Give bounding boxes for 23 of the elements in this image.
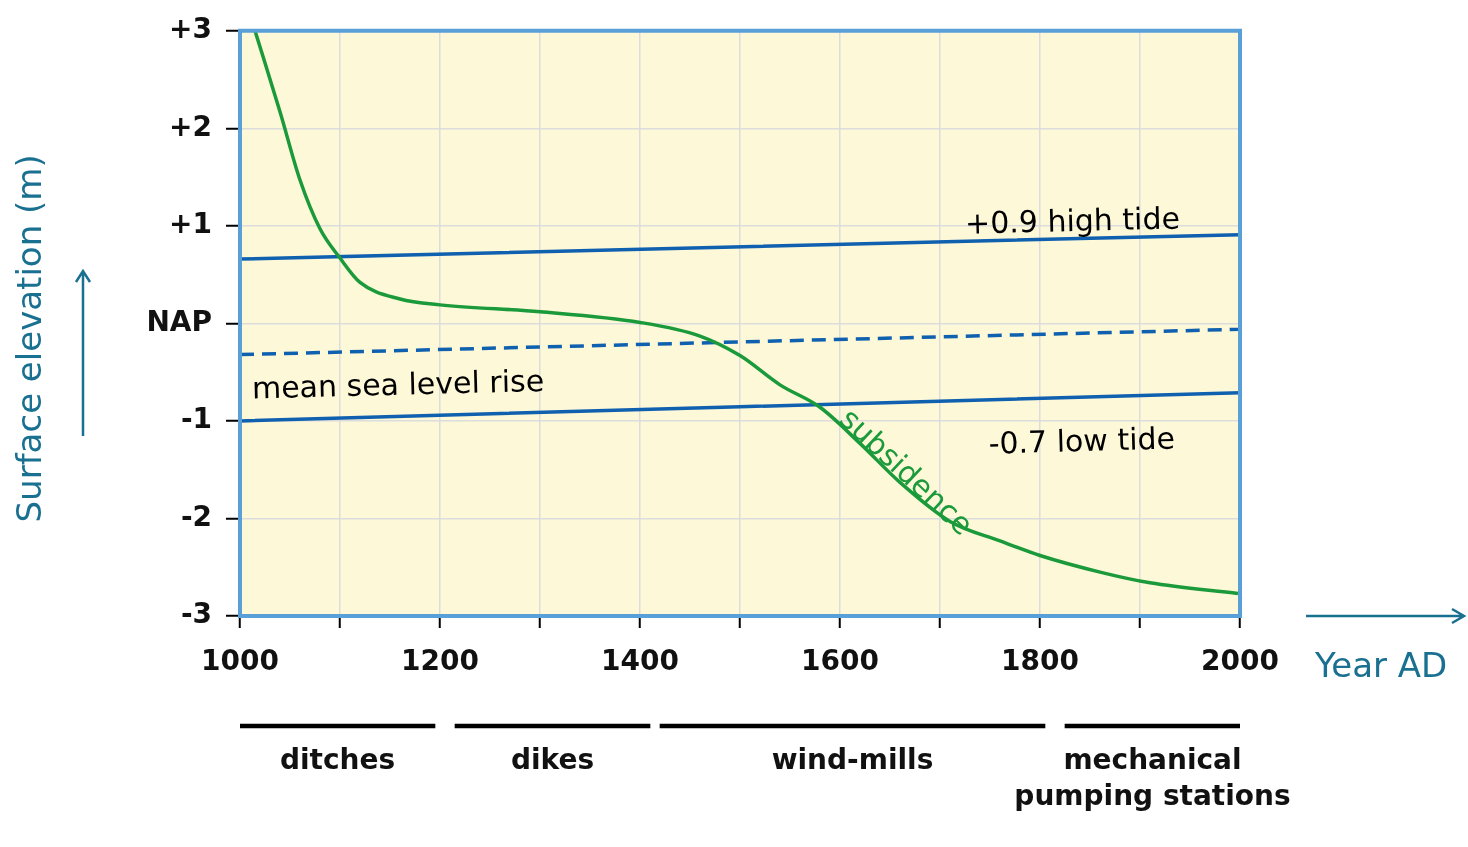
series-label: mean sea level rise [251,363,545,406]
series-label: dikes [510,743,595,777]
x-tick-label: 1400 [601,644,679,678]
y-tick-label: NAP [146,304,212,338]
y-tick-label: +1 [169,207,212,241]
series-label: -0.7 low tide [988,420,1176,461]
series-label: +0.9 high tide [964,200,1181,241]
series-label: mechanical pumping stations [1014,743,1291,813]
y-tick-label: -2 [180,499,212,533]
y-axis-title: Surface elevation (m) [8,154,49,523]
y-tick-label: -3 [180,597,212,631]
x-tick-label: 1800 [1001,644,1079,678]
x-tick-label: 1600 [801,644,879,678]
x-axis-title: Year AD [1314,644,1448,685]
y-tick-label: -1 [180,402,212,436]
x-tick-label: 1000 [201,644,279,678]
x-tick-label: 1200 [401,644,479,678]
y-tick-label: +2 [169,109,212,143]
y-tick-label: +3 [169,12,212,46]
series-label: ditches [279,743,396,777]
x-tick-label: 2000 [1201,644,1279,678]
series-label: wind-mills [771,743,934,777]
line-series [253,30,1240,596]
